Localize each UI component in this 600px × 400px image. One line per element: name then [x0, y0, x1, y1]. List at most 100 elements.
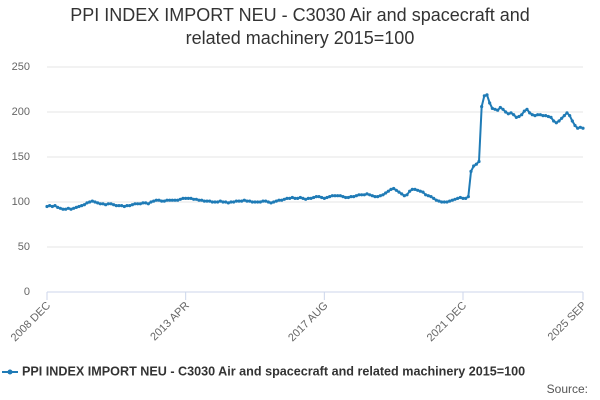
point [333, 194, 337, 198]
point [325, 195, 329, 200]
point [98, 202, 102, 206]
point [261, 199, 265, 203]
point [205, 199, 209, 203]
point [384, 191, 388, 195]
point [176, 198, 180, 202]
point [181, 196, 185, 200]
point [349, 195, 353, 199]
point [402, 194, 406, 198]
point [514, 115, 518, 119]
point [152, 199, 156, 203]
point [458, 195, 462, 200]
y-tick-label: 0 [24, 286, 30, 298]
point [264, 199, 268, 203]
point [578, 125, 582, 129]
point [234, 199, 238, 203]
point [232, 200, 236, 204]
point [114, 204, 118, 208]
point [557, 119, 561, 123]
point [504, 110, 508, 114]
source: Source: [547, 382, 588, 396]
point [501, 107, 505, 111]
point [53, 204, 57, 208]
point [338, 194, 342, 198]
y-tick-label: 50 [18, 241, 30, 253]
point [290, 195, 294, 200]
point [160, 199, 164, 203]
x-tick-label: 2021 DEC [425, 300, 469, 344]
legend-label: PPI INDEX IMPORT NEU - C3030 Air and spa… [22, 364, 525, 378]
point [250, 200, 254, 204]
y-tick-label: 100 [12, 196, 30, 208]
point [80, 204, 84, 208]
point [562, 114, 566, 118]
point [429, 195, 433, 199]
point [565, 111, 569, 115]
point [128, 204, 132, 208]
point [397, 190, 401, 194]
point [298, 195, 302, 200]
point [130, 203, 134, 207]
point [488, 101, 492, 105]
point [573, 123, 577, 128]
point [434, 198, 438, 202]
point [304, 197, 308, 201]
point [285, 196, 289, 200]
point [170, 198, 174, 202]
point [560, 116, 564, 120]
point [456, 196, 460, 200]
point [360, 193, 364, 197]
point [72, 206, 76, 210]
point [64, 207, 68, 211]
point [309, 196, 313, 200]
point [104, 203, 108, 207]
point [357, 193, 361, 197]
point [418, 189, 422, 193]
point [69, 207, 73, 211]
point [512, 113, 516, 117]
point [48, 204, 52, 208]
point [341, 195, 345, 199]
point [133, 202, 137, 206]
point [229, 200, 233, 204]
x-tick-label: 2017 AUG [286, 300, 330, 344]
point [426, 194, 430, 198]
point [413, 187, 417, 191]
point [90, 199, 94, 203]
point [405, 193, 409, 197]
point [274, 199, 278, 203]
point [354, 194, 358, 198]
point [522, 109, 526, 113]
point [146, 202, 150, 206]
point [226, 201, 230, 205]
point [365, 192, 369, 196]
point [61, 207, 65, 211]
point [549, 115, 553, 119]
point [424, 193, 428, 197]
point [141, 201, 145, 205]
point [528, 111, 532, 115]
point [416, 188, 420, 192]
x-tick-label: 2013 APR [148, 300, 192, 344]
point [245, 199, 249, 203]
point [482, 94, 486, 98]
point [381, 193, 385, 197]
point [496, 108, 500, 112]
point [330, 194, 334, 198]
point [376, 195, 380, 199]
point [570, 119, 574, 123]
point [216, 200, 220, 204]
point [242, 198, 246, 202]
point [197, 198, 201, 202]
point [240, 199, 244, 203]
point [536, 113, 540, 117]
point [93, 200, 97, 204]
point [85, 201, 89, 205]
point [520, 113, 524, 117]
point [224, 200, 228, 204]
point [509, 111, 513, 115]
point [530, 113, 534, 117]
point [178, 197, 182, 201]
point [218, 199, 222, 203]
